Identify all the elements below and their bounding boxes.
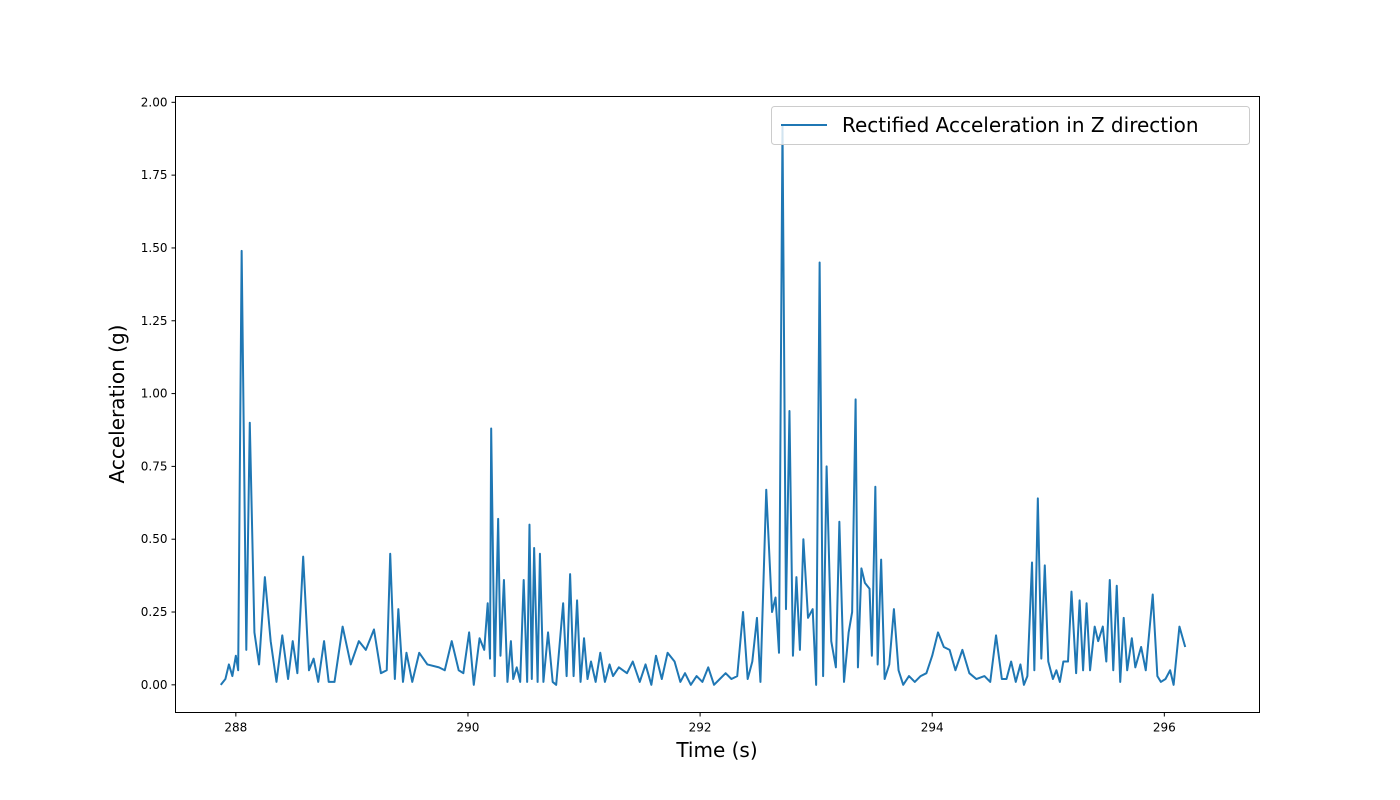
x-tick-label: 292: [689, 721, 712, 735]
y-tick-label: 0.25: [141, 605, 168, 619]
plot-frame: [175, 96, 1260, 713]
y-tick-label: 1.25: [141, 314, 168, 328]
plot-area: [219, 124, 1187, 686]
y-tick-label: 1.75: [141, 168, 168, 182]
y-tick-label: 2.00: [141, 95, 168, 109]
legend-label: Rectified Acceleration in Z direction: [842, 113, 1199, 137]
x-axis-label: Time (s): [675, 738, 757, 762]
series-line-0: [219, 124, 1187, 686]
y-tick-label: 0.75: [141, 459, 168, 473]
x-tick-label: 288: [224, 721, 247, 735]
y-axis-label: Acceleration (g): [105, 325, 129, 484]
x-tick-label: 294: [921, 721, 944, 735]
x-tick-label: 290: [457, 721, 480, 735]
y-axis: 0.00 0.25 0.50 0.75 1.00 1.25 1.50 1.75 2.00: [141, 95, 176, 692]
y-tick-label: 1.00: [141, 387, 168, 401]
x-axis: 288 290 292 294 296: [224, 712, 1176, 735]
legend: Rectified Acceleration in Z direction: [771, 106, 1250, 145]
legend-box: [771, 106, 1250, 145]
x-tick-label: 296: [1153, 721, 1176, 735]
y-tick-label: 1.50: [141, 241, 168, 255]
y-tick-label: 0.50: [141, 532, 168, 546]
y-tick-label: 0.00: [141, 678, 168, 692]
